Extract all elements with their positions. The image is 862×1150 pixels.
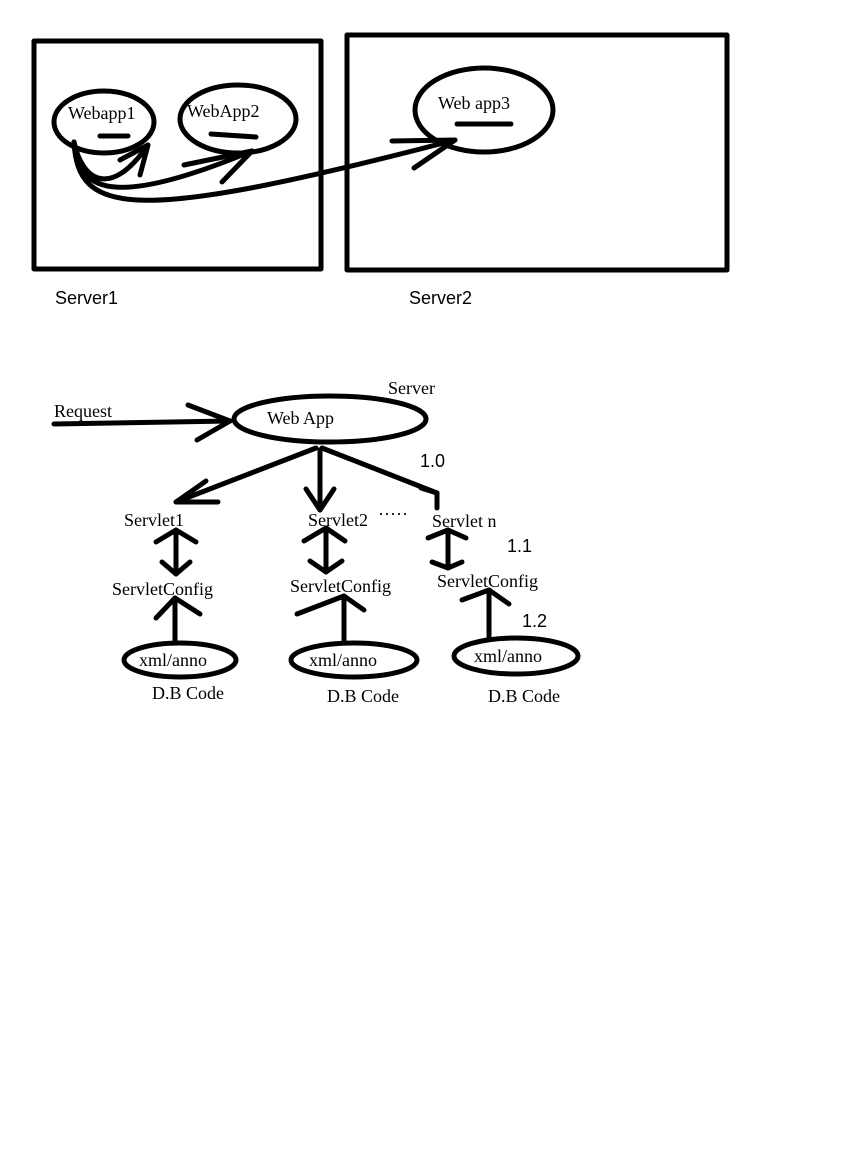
webapp3-node	[412, 65, 556, 155]
servlet2-label: Servlet2	[308, 510, 368, 530]
servletn-link-arrowhead-up	[425, 527, 469, 541]
server2-box	[344, 32, 730, 273]
xml-anno-2-label: xml/anno	[309, 650, 377, 670]
servletn-link-arrowhead-down	[429, 559, 465, 571]
webapp2-label: WebApp2	[187, 101, 260, 121]
column-servlet1: Servlet1 ServletConfig xml/anno D.B Code	[112, 510, 239, 703]
server1-label: Server1	[55, 288, 118, 308]
servlet1-label: Servlet1	[124, 510, 184, 530]
xml-anno-1-node	[121, 640, 239, 680]
servletconfig2-label: ServletConfig	[290, 576, 391, 596]
version-1-0: 1.0	[420, 451, 445, 471]
arrow-webapp1-to-webapp3	[71, 137, 458, 203]
xml-anno-3-label: xml/anno	[474, 646, 542, 666]
server-label: Server	[388, 378, 435, 398]
arrowhead-webapp1-self	[117, 142, 151, 178]
arrowhead-servlet2	[303, 486, 337, 513]
request-label: Request	[54, 401, 112, 421]
webapp-node	[231, 393, 429, 445]
version-1-1: 1.1	[507, 536, 532, 556]
webapp-label: Web App	[267, 408, 334, 428]
db-code-3-label: D.B Code	[488, 686, 560, 706]
db-code-1-label: D.B Code	[152, 683, 224, 703]
arrowhead-webapp3	[389, 137, 458, 171]
arrowhead-servletn	[418, 485, 440, 511]
db-code-2-label: D.B Code	[327, 686, 399, 706]
servlet2-link-arrowhead-up	[301, 525, 348, 544]
request-arrow-line	[51, 418, 233, 427]
xml-anno-1-label: xml/anno	[139, 650, 207, 670]
arrowhead-servlet1	[173, 478, 221, 505]
xml1-to-config-arrowhead	[153, 595, 203, 621]
xml-anno-3-node	[451, 635, 581, 677]
version-1-2: 1.2	[522, 611, 547, 631]
bottom-diagram: Server Request Web App 1.0 Servlet1 Serv…	[51, 378, 581, 706]
xml3-to-config-arrowhead	[459, 587, 512, 607]
servletconfig3-label: ServletConfig	[437, 571, 538, 591]
top-diagram: Webapp1 WebApp2 Web app3 Server1 Server2	[31, 32, 730, 308]
arrowhead-webapp2	[181, 148, 255, 185]
arrow-to-servlet1	[173, 445, 319, 505]
arrow-to-servletn	[319, 445, 440, 496]
webapp1-node	[51, 88, 157, 156]
servlet2-link-arrowhead-down	[307, 558, 345, 575]
xml2-to-config-arrowhead	[294, 593, 367, 617]
webapp2-underline	[208, 131, 259, 140]
webapp3-label: Web app3	[438, 93, 510, 113]
server2-label: Server2	[409, 288, 472, 308]
webapp1-label: Webapp1	[68, 103, 136, 123]
servletconfig1-label: ServletConfig	[112, 579, 213, 599]
xml-anno-2-node	[288, 640, 420, 680]
servlet1-link-arrowhead-up	[153, 527, 199, 545]
servletn-label: Servlet n	[432, 511, 497, 531]
servlet-ellipsis: ·····	[378, 504, 408, 524]
request-arrowhead	[185, 402, 233, 443]
server1-box	[31, 38, 324, 272]
column-servletn: Servlet n 1.1 ServletConfig 1.2 xml/anno…	[425, 511, 581, 706]
servlet1-link-arrowhead-down	[159, 559, 193, 577]
column-servlet2: Servlet2 ····· ServletConfig xml/anno D.…	[288, 504, 420, 706]
